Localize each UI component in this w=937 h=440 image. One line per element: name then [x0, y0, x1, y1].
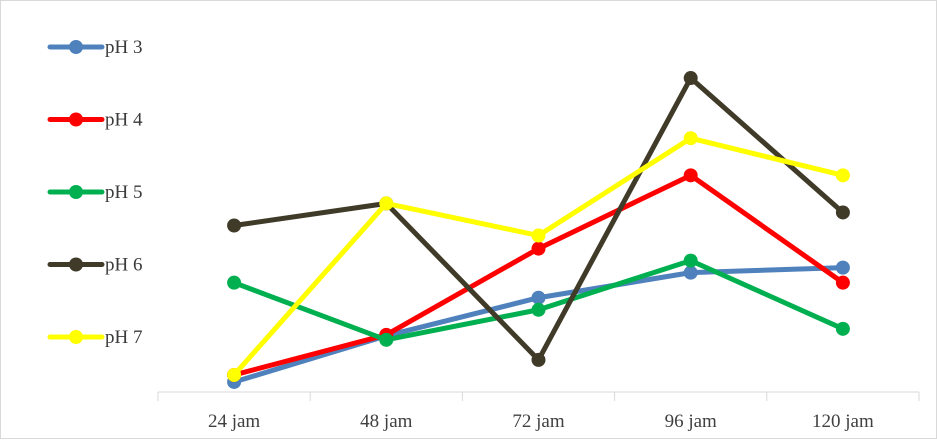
data-point	[379, 332, 394, 347]
legend-label: pH 7	[105, 327, 142, 348]
series-line	[231, 135, 846, 378]
legend-item: pH 4	[47, 110, 143, 131]
data-point	[227, 367, 242, 382]
data-point	[531, 241, 546, 256]
x-axis: 24 jam 48 jam 72 jam 96 jam 120 jam	[157, 391, 920, 432]
legend-label: pH 5	[105, 182, 142, 203]
data-point	[379, 196, 394, 211]
legend-swatch-marker	[69, 330, 83, 344]
legend-swatch-marker	[69, 257, 83, 272]
legend-swatch-marker	[69, 40, 83, 54]
x-tick-label: 72 jam	[512, 411, 564, 432]
legend-swatch-marker	[69, 185, 83, 199]
data-point	[227, 275, 242, 290]
data-point	[531, 352, 546, 367]
legend-label: pH 6	[105, 255, 142, 276]
data-point	[835, 260, 850, 275]
data-point	[835, 205, 850, 220]
data-point	[531, 290, 546, 305]
data-point	[531, 228, 546, 243]
data-point	[835, 168, 850, 183]
x-tick-label: 24 jam	[208, 411, 260, 432]
data-point	[683, 131, 698, 146]
data-point	[683, 168, 698, 183]
legend-item: pH 5	[47, 182, 142, 203]
legend-item: pH 3	[47, 37, 142, 58]
data-point	[531, 302, 546, 317]
legend-swatch-marker	[69, 112, 83, 127]
x-tick-label: 48 jam	[360, 411, 412, 432]
data-point	[835, 275, 850, 290]
x-tick-label: 96 jam	[665, 411, 717, 432]
data-point	[835, 321, 850, 336]
data-point	[227, 218, 242, 233]
legend-item: pH 6	[47, 255, 142, 276]
series-3	[227, 253, 850, 347]
series-5	[227, 131, 850, 382]
legend-label: pH 4	[105, 110, 143, 131]
data-point	[683, 253, 698, 268]
data-point	[683, 265, 698, 280]
data-point	[683, 71, 698, 86]
legend-label: pH 3	[105, 37, 142, 58]
legend: pH 3 pH 4 pH 5 pH 6 pH 7	[47, 37, 143, 348]
x-tick-label: 120 jam	[812, 411, 874, 432]
series-layer	[227, 71, 850, 389]
legend-item: pH 7	[47, 327, 142, 348]
